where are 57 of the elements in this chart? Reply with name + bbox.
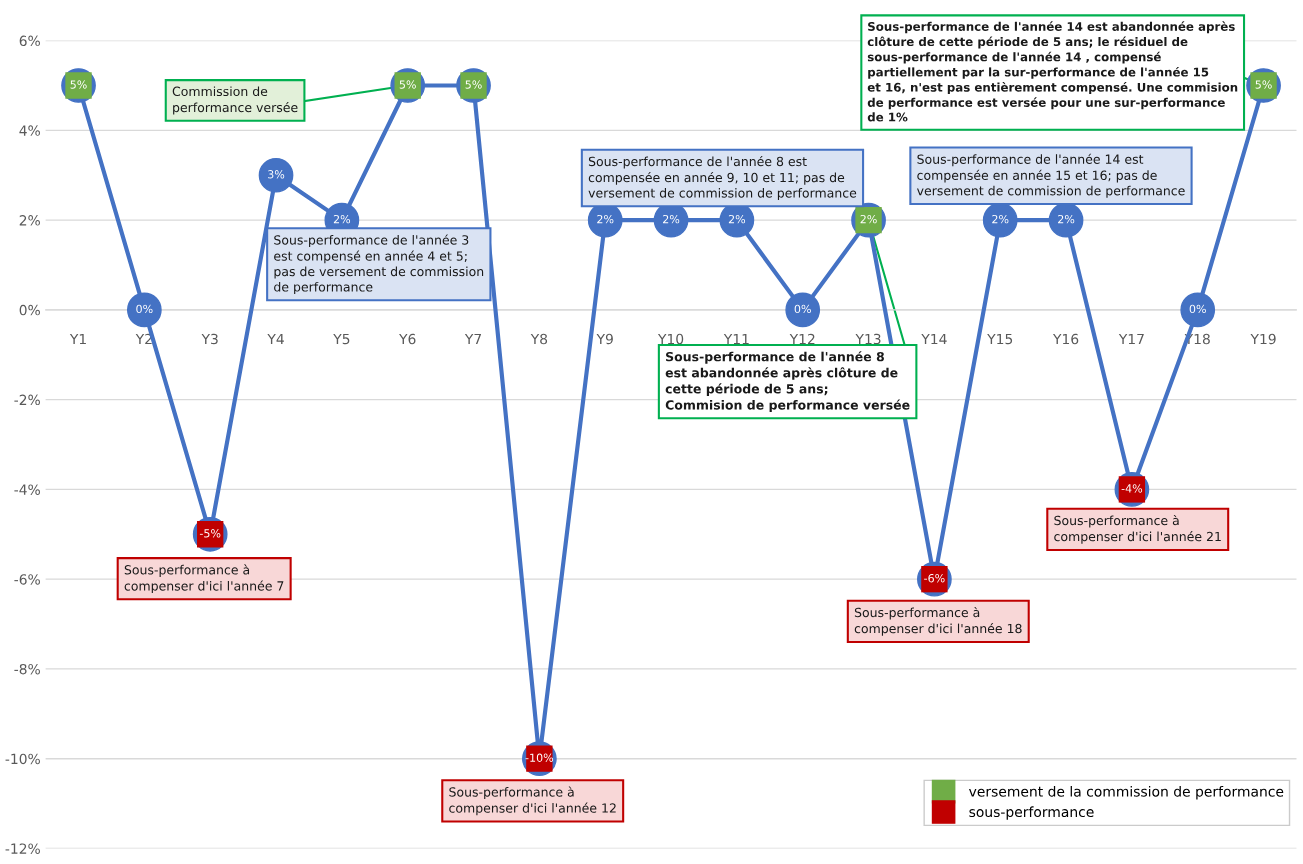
x-tick-label: Y9 <box>596 333 613 345</box>
annotation: Sous-performance à compenser d'ici l'année 12 <box>449 786 616 816</box>
data-label: 3% <box>268 170 285 179</box>
annotation: Sous-performance de l'année 3 est compensé en année 4 et 5; pas de versement de commission de performance <box>274 234 484 295</box>
data-label: 5% <box>70 80 87 89</box>
data-label: 2% <box>333 214 351 224</box>
x-tick-label: Y16 <box>1052 333 1079 345</box>
data-label: 2% <box>728 214 746 224</box>
data-label: -5% <box>199 529 221 538</box>
data-label: 0% <box>136 304 153 314</box>
x-tick-label: Y14 <box>921 333 947 345</box>
data-label: -4% <box>1121 484 1143 493</box>
data-label: 2% <box>597 214 614 224</box>
x-tick-label: Y8 <box>530 333 548 345</box>
x-tick-label: Y3 <box>201 333 218 345</box>
x-tick-label: Y6 <box>399 333 416 345</box>
annotation: Sous-performance à compenser d'ici l'année 21 <box>1054 514 1221 544</box>
y-tick-label: 4% <box>19 125 40 136</box>
y-tick-label: 2% <box>19 215 40 226</box>
data-label: 2% <box>992 214 1009 224</box>
x-tick-label: Y5 <box>333 333 350 345</box>
y-tick-label: -10% <box>5 753 40 765</box>
x-tick-label: Y12 <box>789 333 815 345</box>
y-tick-label: 6% <box>19 35 40 47</box>
y-tick-label: -4% <box>14 484 40 495</box>
annotation: Sous-performance de l'année 8 est compensée en année 9, 10 et 11; pas de versement de commission de performance <box>588 155 857 201</box>
x-tick-label: Y4 <box>267 333 284 345</box>
annotation: Sous-performance à compenser d'ici l'année 18 <box>854 606 1022 636</box>
data-label: 2% <box>663 214 680 224</box>
legend-label: versement de la commission de performance <box>969 785 1284 800</box>
x-tick-label: Y1 <box>69 333 86 345</box>
annotation: Commission de performance versée <box>172 86 298 115</box>
y-tick-label: -2% <box>14 394 40 406</box>
data-label: 5% <box>465 80 482 89</box>
x-tick-label: Y7 <box>464 333 482 345</box>
data-label: -6% <box>924 573 945 583</box>
legend-label: sous-performance <box>969 806 1094 820</box>
data-label: 5% <box>1255 80 1272 89</box>
x-tick-label: Y11 <box>723 333 749 345</box>
annotation: Sous-performance de l'année 14 est compensée en année 15 et 16; pas de versement de commission de performance <box>916 153 1185 198</box>
y-tick-label: -8% <box>14 663 40 675</box>
data-label: 5% <box>399 80 416 89</box>
annotation: Sous-performance de l'année 8 est abandonnée après clôture de cette période de 5 ans; Commision de performance versée <box>665 351 910 413</box>
x-tick-label: Y17 <box>1118 333 1144 345</box>
x-tick-label: Y19 <box>1250 333 1276 345</box>
annotation: Sous-performance à compenser d'ici l'année 7 <box>124 564 284 594</box>
data-label: 2% <box>1058 214 1075 224</box>
data-label: 0% <box>794 304 811 314</box>
y-tick-label: -12% <box>5 843 40 854</box>
y-tick-label: 0% <box>19 304 40 316</box>
x-tick-label: Y15 <box>987 333 1013 345</box>
x-tick-label: Y13 <box>855 333 881 345</box>
data-label: 0% <box>1189 304 1206 314</box>
data-label: 2% <box>860 214 877 224</box>
y-tick-label: -6% <box>14 574 40 585</box>
x-tick-label: Y10 <box>657 333 684 345</box>
annotation: Sous-performance de l'année 14 est abandonnée après clôture de cette période de 5 ans; le résiduel de sous-performance de l'année 14 , compensé partiellement par la sur-performance de l'année 15 et 16, n'est pas entièrement compensé. Une commision de performance est versée pour une sur-performance de 1% <box>867 21 1238 122</box>
